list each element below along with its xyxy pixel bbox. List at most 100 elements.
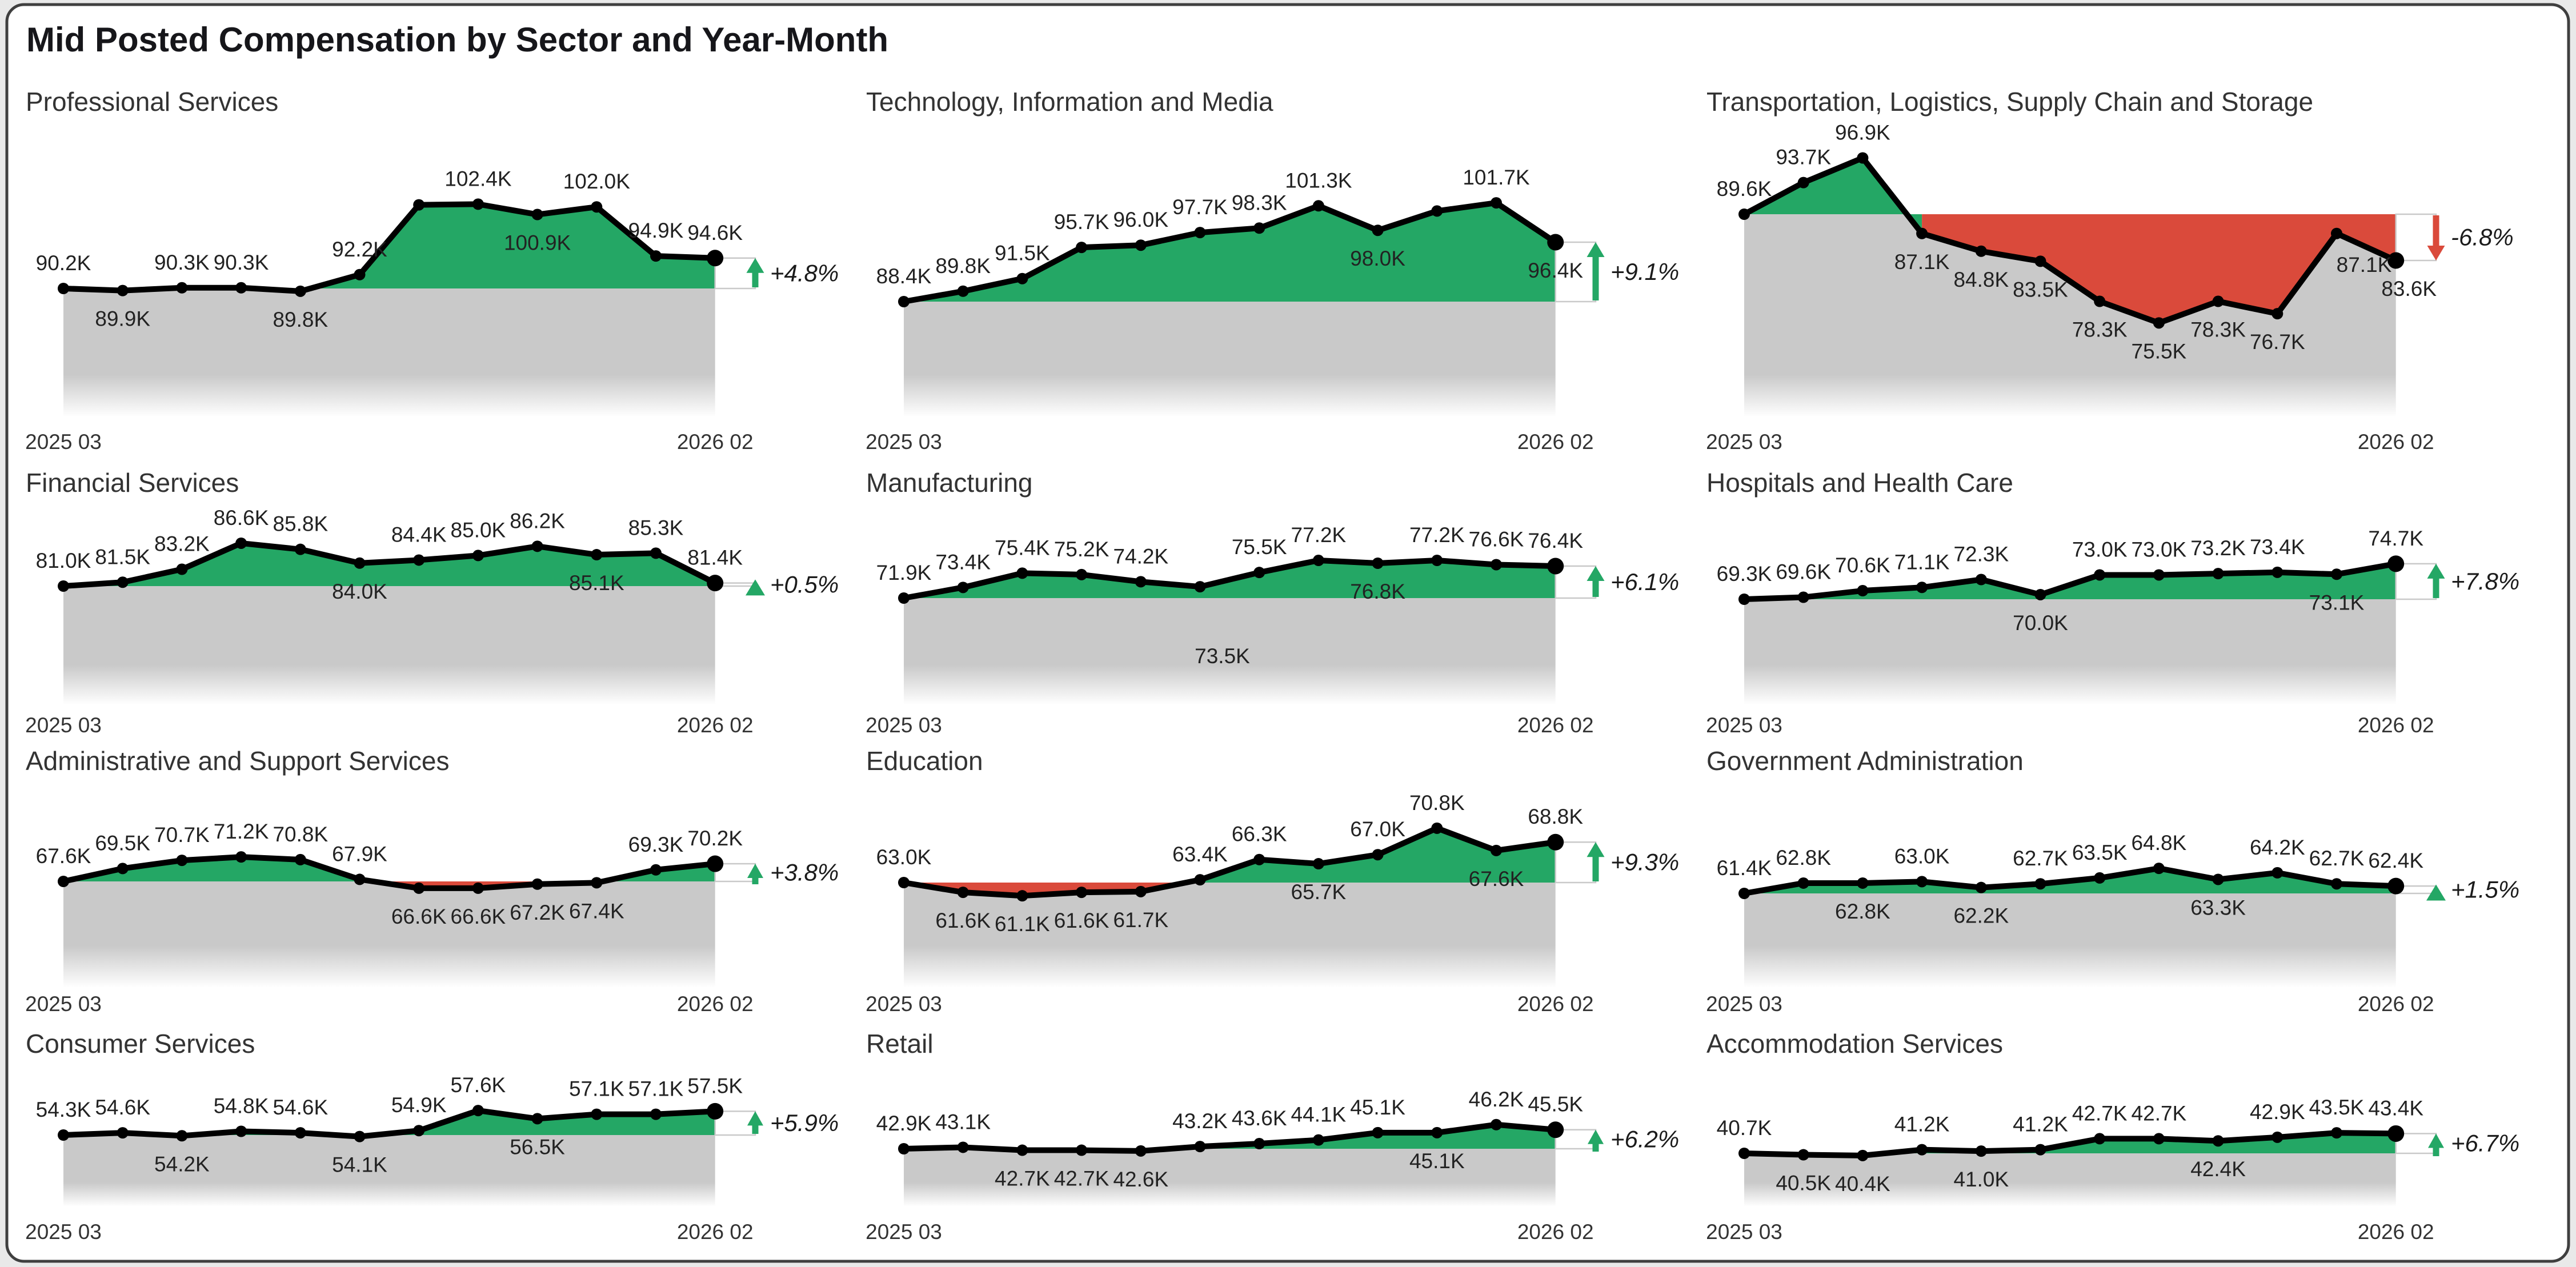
svg-text:2025 03: 2025 03	[866, 1220, 942, 1244]
svg-text:73.4K: 73.4K	[935, 550, 991, 574]
svg-text:71.1K: 71.1K	[1894, 550, 1950, 574]
svg-text:73.5K: 73.5K	[1195, 644, 1250, 668]
svg-text:54.6K: 54.6K	[273, 1096, 328, 1119]
svg-text:76.8K: 76.8K	[1350, 580, 1405, 603]
svg-text:43.2K: 43.2K	[1172, 1109, 1228, 1133]
svg-text:81.4K: 81.4K	[687, 546, 743, 570]
svg-text:Financial Services: Financial Services	[26, 468, 239, 498]
svg-text:43.5K: 43.5K	[2309, 1096, 2365, 1119]
svg-text:73.4K: 73.4K	[2250, 535, 2305, 559]
svg-text:2026 02: 2026 02	[2358, 713, 2434, 737]
svg-text:Administrative and Support Ser: Administrative and Support Services	[26, 746, 449, 776]
svg-text:2026 02: 2026 02	[2358, 430, 2434, 454]
svg-text:40.5K: 40.5K	[1776, 1172, 1831, 1195]
svg-text:70.0K: 70.0K	[2013, 611, 2068, 635]
svg-text:83.5K: 83.5K	[2013, 278, 2068, 301]
svg-text:41.2K: 41.2K	[1894, 1113, 1950, 1136]
svg-text:98.3K: 98.3K	[1232, 191, 1287, 214]
svg-text:+9.3%: +9.3%	[1610, 849, 1679, 876]
svg-text:67.4K: 67.4K	[569, 899, 624, 923]
svg-text:2026 02: 2026 02	[1517, 1220, 1594, 1244]
svg-text:62.7K: 62.7K	[2013, 847, 2068, 870]
svg-text:94.9K: 94.9K	[628, 219, 684, 242]
svg-text:73.1K: 73.1K	[2309, 591, 2365, 614]
svg-text:43.1K: 43.1K	[935, 1110, 991, 1133]
svg-text:2025 03: 2025 03	[1706, 713, 1782, 737]
svg-text:98.0K: 98.0K	[1350, 247, 1405, 270]
svg-text:73.0K: 73.0K	[2132, 538, 2187, 561]
svg-text:85.8K: 85.8K	[273, 512, 328, 536]
svg-text:Professional Services: Professional Services	[26, 87, 278, 117]
svg-text:2025 03: 2025 03	[1706, 1220, 1782, 1244]
svg-text:101.3K: 101.3K	[1285, 169, 1352, 192]
svg-text:Mid Posted Compensation by Sec: Mid Posted Compensation by Sector and Ye…	[26, 21, 888, 59]
svg-text:41.2K: 41.2K	[2013, 1113, 2068, 1136]
svg-text:61.6K: 61.6K	[935, 909, 991, 932]
svg-text:78.3K: 78.3K	[2072, 318, 2128, 342]
svg-text:77.2K: 77.2K	[1409, 523, 1465, 547]
svg-text:54.8K: 54.8K	[214, 1094, 269, 1118]
svg-text:66.6K: 66.6K	[391, 905, 447, 928]
svg-text:42.6K: 42.6K	[1113, 1168, 1168, 1191]
svg-text:2025 03: 2025 03	[25, 430, 102, 454]
svg-text:63.4K: 63.4K	[1172, 843, 1228, 866]
svg-text:75.5K: 75.5K	[1232, 535, 1287, 559]
svg-text:76.7K: 76.7K	[2250, 330, 2305, 354]
svg-text:67.9K: 67.9K	[332, 842, 387, 865]
svg-text:2025 03: 2025 03	[1706, 430, 1782, 454]
svg-text:64.2K: 64.2K	[2250, 836, 2305, 859]
svg-text:90.3K: 90.3K	[214, 251, 269, 274]
svg-text:62.8K: 62.8K	[1835, 900, 1890, 923]
svg-text:70.8K: 70.8K	[273, 823, 328, 846]
svg-text:42.4K: 42.4K	[2190, 1157, 2246, 1181]
svg-text:57.5K: 57.5K	[687, 1074, 743, 1097]
svg-text:63.0K: 63.0K	[1894, 844, 1950, 868]
svg-text:2025 03: 2025 03	[25, 1220, 102, 1244]
svg-text:54.1K: 54.1K	[332, 1153, 387, 1177]
svg-text:54.2K: 54.2K	[154, 1152, 210, 1176]
svg-text:61.7K: 61.7K	[1113, 908, 1168, 932]
svg-text:96.9K: 96.9K	[1835, 121, 1890, 144]
svg-text:62.2K: 62.2K	[1953, 904, 2009, 928]
svg-text:46.2K: 46.2K	[1469, 1088, 1524, 1111]
svg-text:73.0K: 73.0K	[2072, 538, 2128, 561]
svg-text:2025 03: 2025 03	[866, 430, 942, 454]
svg-text:Consumer Services: Consumer Services	[26, 1029, 255, 1058]
svg-text:87.1K: 87.1K	[2337, 253, 2392, 276]
svg-text:101.7K: 101.7K	[1463, 166, 1530, 189]
svg-text:42.7K: 42.7K	[995, 1167, 1050, 1190]
svg-text:85.3K: 85.3K	[628, 516, 684, 539]
svg-text:71.9K: 71.9K	[876, 561, 932, 584]
svg-text:92.2K: 92.2K	[332, 238, 387, 261]
svg-text:42.7K: 42.7K	[2072, 1101, 2128, 1125]
svg-text:40.4K: 40.4K	[1835, 1172, 1890, 1196]
svg-text:42.7K: 42.7K	[2132, 1101, 2187, 1125]
svg-text:Education: Education	[866, 746, 983, 776]
svg-text:2025 03: 2025 03	[25, 713, 102, 737]
svg-text:42.9K: 42.9K	[2250, 1100, 2305, 1124]
svg-text:41.0K: 41.0K	[1953, 1168, 2009, 1191]
svg-text:85.1K: 85.1K	[569, 571, 624, 595]
svg-text:67.6K: 67.6K	[36, 844, 91, 868]
svg-text:Transportation, Logistics, Sup: Transportation, Logistics, Supply Chain …	[1706, 87, 2313, 117]
svg-text:54.3K: 54.3K	[36, 1098, 91, 1121]
svg-text:70.6K: 70.6K	[1835, 554, 1890, 577]
svg-text:88.4K: 88.4K	[876, 264, 932, 288]
svg-text:70.8K: 70.8K	[1409, 791, 1465, 815]
svg-text:90.2K: 90.2K	[36, 251, 91, 275]
svg-text:64.8K: 64.8K	[2132, 831, 2187, 855]
svg-text:63.0K: 63.0K	[876, 845, 932, 869]
svg-text:2026 02: 2026 02	[677, 713, 754, 737]
svg-text:Retail: Retail	[866, 1029, 934, 1058]
svg-text:93.7K: 93.7K	[1776, 146, 1831, 169]
svg-text:71.2K: 71.2K	[214, 820, 269, 843]
svg-text:56.5K: 56.5K	[510, 1135, 565, 1158]
svg-text:+6.2%: +6.2%	[1610, 1125, 1679, 1152]
svg-text:102.4K: 102.4K	[444, 167, 512, 190]
svg-text:54.6K: 54.6K	[95, 1096, 150, 1119]
svg-text:76.4K: 76.4K	[1528, 529, 1583, 552]
svg-text:62.7K: 62.7K	[2309, 847, 2365, 870]
svg-text:2025 03: 2025 03	[866, 713, 942, 737]
svg-text:94.6K: 94.6K	[687, 221, 743, 244]
svg-text:67.6K: 67.6K	[1469, 867, 1524, 891]
